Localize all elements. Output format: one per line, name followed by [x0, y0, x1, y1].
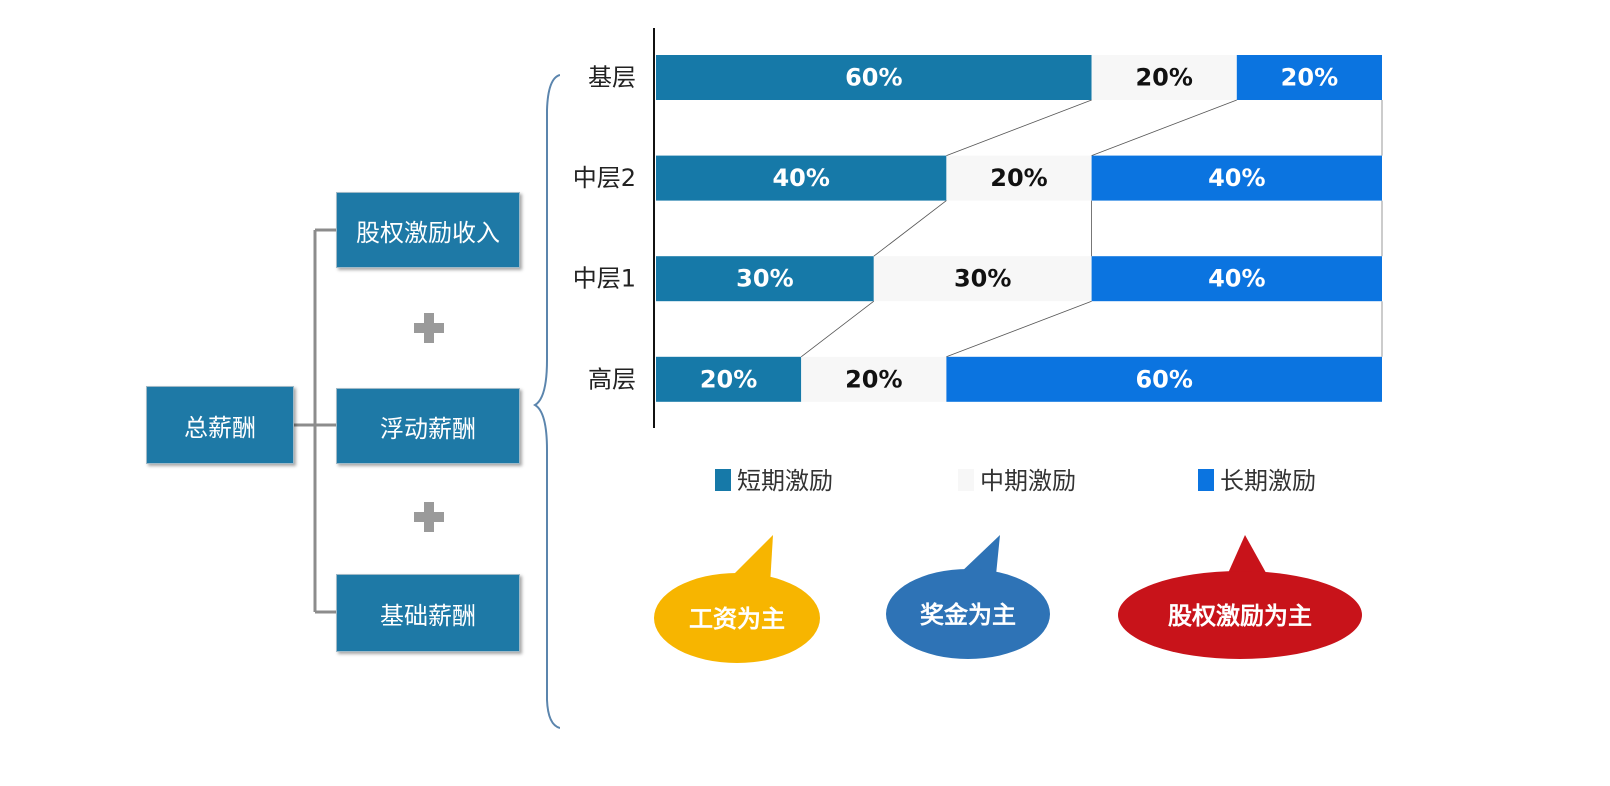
data-label: 30%	[954, 265, 1011, 293]
bar-segment	[1236, 55, 1382, 100]
callout-pointer	[1225, 535, 1270, 580]
tree-connectors	[292, 74, 560, 729]
legend-swatch	[958, 469, 974, 491]
bar-segment	[656, 256, 874, 302]
callout-bubble	[1118, 571, 1362, 659]
data-label: 60%	[845, 64, 902, 92]
data-label: 20%	[1135, 64, 1192, 92]
data-label: 20%	[845, 365, 902, 393]
data-label: 20%	[1281, 64, 1338, 92]
callout-bubble	[654, 573, 820, 663]
callout-bonus: 奖金为主	[886, 535, 1050, 659]
plus-icon	[414, 502, 444, 532]
bar-segment	[873, 256, 1092, 302]
bar-segment	[1091, 55, 1237, 100]
category-label: 中层2	[573, 164, 636, 192]
callout-label: 奖金为主	[920, 601, 1016, 629]
callout-pointer	[728, 535, 773, 585]
curly-brace	[533, 74, 560, 729]
category-label: 中层1	[573, 265, 636, 293]
bar-segment	[1091, 256, 1382, 302]
base-pay-box: 基础薪酬	[336, 574, 520, 652]
bar-segment	[656, 155, 947, 201]
variable-pay-box: 浮动薪酬	[336, 388, 520, 464]
data-label: 40%	[772, 164, 829, 192]
bar-segment	[946, 356, 1382, 402]
legend-label: 短期激励	[737, 467, 833, 495]
equity-incentive-box: 股权激励收入	[336, 192, 520, 268]
data-label: 40%	[1208, 164, 1265, 192]
bar-segment	[801, 356, 947, 402]
total-compensation-box: 总薪酬	[146, 386, 294, 464]
callout-label: 股权激励为主	[1168, 602, 1312, 630]
legend-swatch	[1198, 469, 1214, 491]
callout-label: 工资为主	[689, 605, 785, 633]
callout-salary: 工资为主	[654, 535, 820, 663]
data-label: 30%	[736, 265, 793, 293]
bar-segment	[1091, 155, 1382, 201]
series-connector-line	[1091, 99, 1237, 156]
data-label: 20%	[700, 365, 757, 393]
series-connector-line	[946, 99, 1092, 156]
stacked-bar-chart: 60% 20% 20% 基层 40% 20% 40% 中层2 30% 30% 40% 中层1 20% 20…	[573, 28, 1383, 495]
series-connector-line	[873, 200, 947, 257]
category-label: 基层	[588, 64, 636, 92]
callout-equity: 股权激励为主	[1118, 535, 1362, 659]
legend-swatch	[715, 469, 731, 491]
bar-segment	[656, 356, 802, 402]
tree-line-main	[292, 228, 336, 614]
legend-label: 中期激励	[980, 467, 1076, 495]
callout-bubble	[886, 569, 1050, 659]
callout-bubbles: 工资为主 奖金为主 股权激励为主	[654, 535, 1362, 663]
series-connector-line	[800, 300, 875, 358]
bar-segment	[946, 155, 1092, 201]
plus-icon	[414, 313, 444, 343]
series-connector-line	[946, 300, 1092, 358]
data-label: 20%	[990, 164, 1047, 192]
data-label: 40%	[1208, 265, 1265, 293]
legend-label: 长期激励	[1220, 467, 1316, 495]
category-label: 高层	[588, 365, 636, 393]
data-label: 60%	[1135, 365, 1192, 393]
bar-segment	[656, 55, 1092, 100]
